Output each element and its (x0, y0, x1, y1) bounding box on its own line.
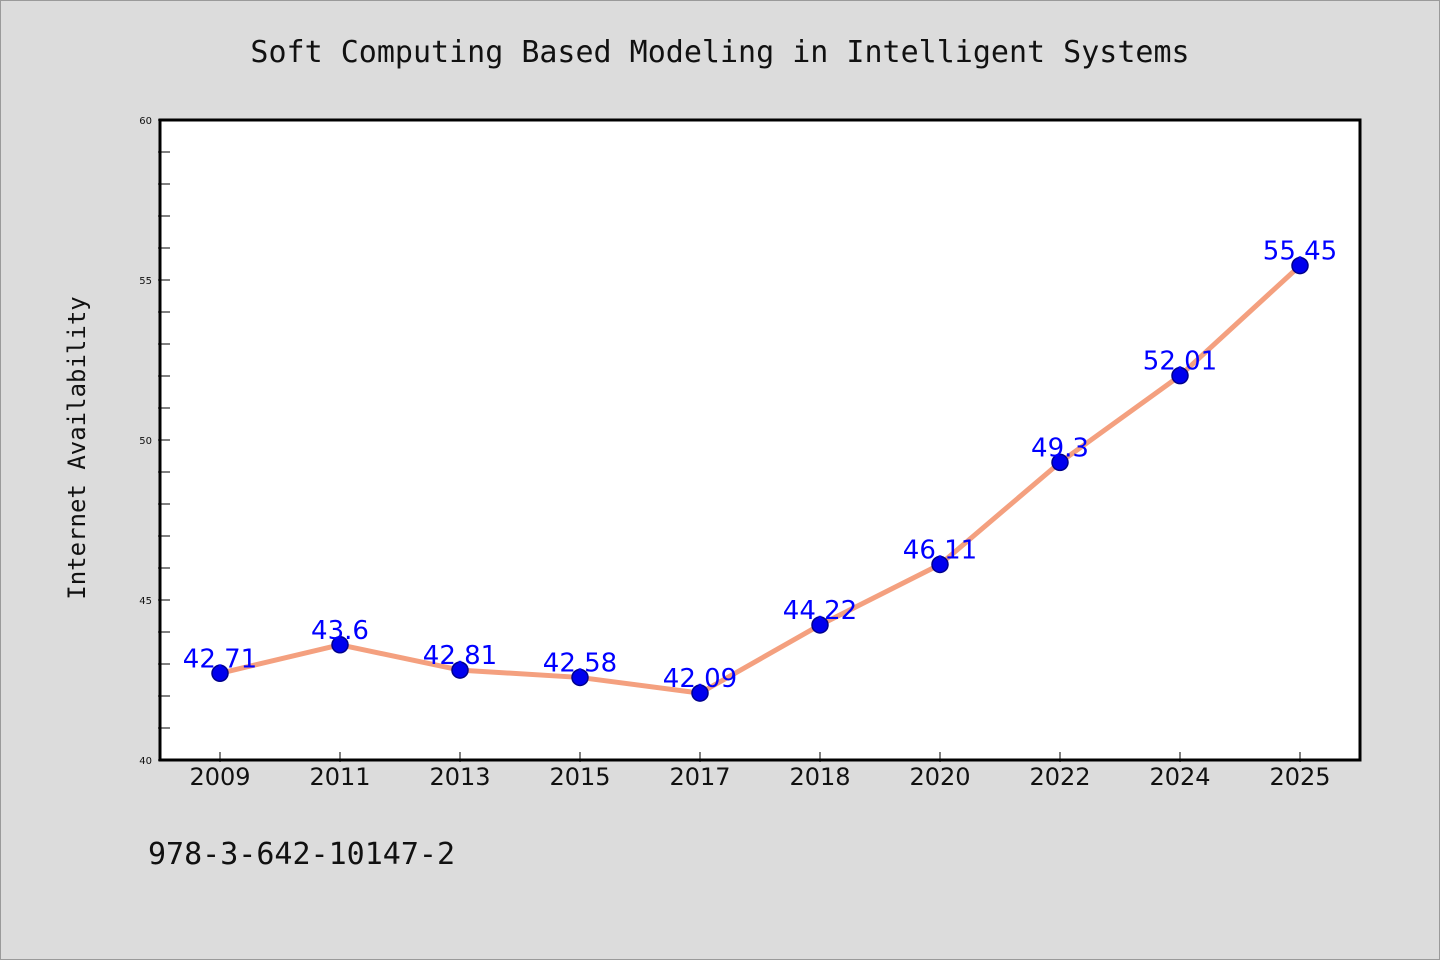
data-labels: 42.71 43.6 42.81 42.58 42.09 44.22 46.11 49.3 52… (183, 237, 1337, 695)
data-label: 43.6 (311, 616, 369, 646)
data-point (571, 668, 589, 687)
data-point (1051, 453, 1069, 472)
y-tick-label: 60 (139, 116, 152, 127)
data-label: 55.45 (1263, 237, 1337, 267)
isbn-footer: 978-3-642-10147-2 (148, 837, 455, 872)
y-tick-label: 50 (139, 436, 152, 447)
data-label: 42.09 (663, 664, 737, 694)
y-tick-label: 40 (139, 756, 152, 767)
data-label: 52.01 (1143, 347, 1217, 377)
x-tick-label: 2009 (189, 763, 250, 791)
data-point (1171, 366, 1189, 385)
data-point (1291, 256, 1309, 275)
data-markers (211, 256, 1309, 702)
data-point (931, 555, 949, 574)
x-tick-label: 2020 (909, 763, 970, 791)
data-label: 49.3 (1031, 433, 1089, 463)
data-point (451, 661, 469, 679)
x-tick-label: 2024 (1149, 763, 1210, 791)
x-axis-ticks: 2009 2011 2013 2015 2017 2018 2020 2022 2024 2025 (189, 752, 1331, 791)
data-point (211, 664, 229, 683)
y-axis-label: Internet Availability (63, 296, 91, 599)
data-label: 42.81 (423, 641, 497, 671)
series-line-group (217, 263, 1303, 696)
y-axis-ticks: 40 45 50 55 60 (139, 116, 170, 767)
x-tick-label: 2011 (309, 763, 370, 791)
data-label: 46.11 (903, 535, 977, 565)
chart-title: Soft Computing Based Modeling in Intelli… (250, 35, 1189, 70)
y-tick-label: 45 (139, 596, 152, 607)
x-tick-label: 2015 (549, 763, 610, 791)
x-tick-label: 2017 (669, 763, 730, 791)
data-label: 44.22 (783, 596, 857, 626)
plot-area (158, 118, 1362, 762)
y-tick-label: 55 (139, 276, 152, 287)
series-line (217, 263, 1303, 696)
data-label: 42.71 (183, 644, 257, 674)
x-tick-label: 2022 (1029, 763, 1090, 791)
x-tick-label: 2013 (429, 763, 490, 791)
data-point (811, 616, 829, 634)
data-point (331, 636, 349, 654)
x-tick-label: 2025 (1269, 763, 1330, 791)
data-point (691, 684, 709, 702)
data-label: 42.58 (543, 648, 617, 678)
x-tick-label: 2018 (789, 763, 850, 791)
